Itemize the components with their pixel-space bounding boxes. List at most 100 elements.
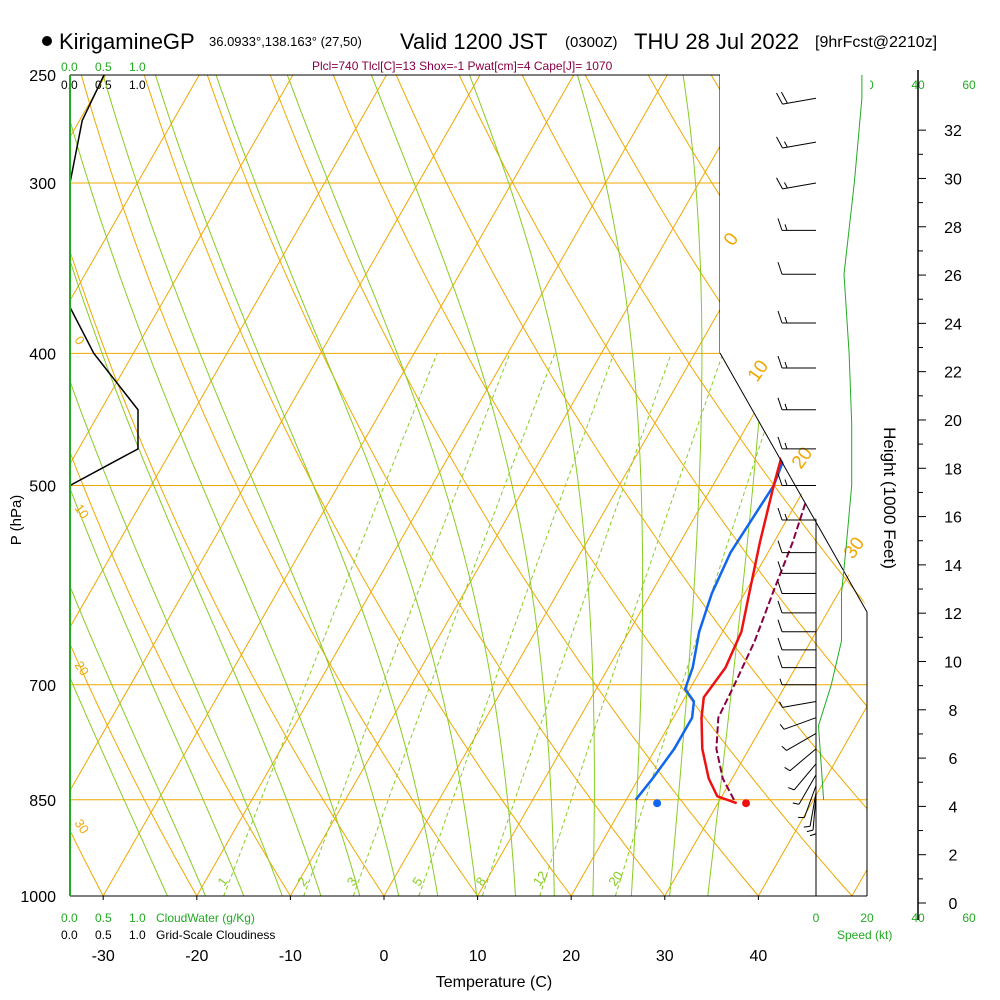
wind-barb xyxy=(777,655,816,669)
wind-barb xyxy=(777,581,816,594)
mixing-ratio-label: 8 xyxy=(473,874,489,889)
wind-barb xyxy=(792,774,817,805)
height-axis-label: Height (1000 Feet) xyxy=(880,427,899,569)
temperature-tick-label: 30 xyxy=(656,948,674,965)
moist-adiabat-line xyxy=(70,118,361,896)
wind-barb xyxy=(806,796,817,833)
cloud-water-profile xyxy=(70,75,139,896)
height-tick-label: 8 xyxy=(949,703,958,720)
height-tick-label: 0 xyxy=(949,896,958,913)
dry-adiabat-line xyxy=(70,642,198,896)
wind-barb xyxy=(779,700,817,708)
moist-adiabat-line xyxy=(70,259,322,896)
isotherm-line xyxy=(70,75,481,792)
wind-barb xyxy=(779,678,816,686)
temperature-tick-label: 0 xyxy=(380,948,389,965)
pressure-tick-label: 250 xyxy=(29,68,56,85)
height-tick-label: 4 xyxy=(949,799,958,816)
pressure-tick-label: 400 xyxy=(29,346,56,363)
moist-adiabat-line xyxy=(70,676,169,896)
pressure-tick-label: 850 xyxy=(29,793,56,810)
height-tick-label: 26 xyxy=(944,268,962,285)
wind-barb xyxy=(776,177,817,190)
height-tick-label: 24 xyxy=(944,316,962,333)
height-tick-label: 10 xyxy=(944,654,962,671)
cloudwater-scale-bottom-2: 1.0 xyxy=(129,911,146,925)
isotherm-line xyxy=(70,75,294,465)
mixing-ratio-line xyxy=(352,353,556,896)
wind-barb xyxy=(777,218,816,231)
moist-adiabat-line xyxy=(154,75,439,896)
cloudwater-scale-top-0: 0.0 xyxy=(61,60,78,74)
wind-barb xyxy=(803,792,817,828)
height-tick-label: 32 xyxy=(944,123,962,140)
wind-barb xyxy=(781,733,817,751)
pressure-tick-label: 1000 xyxy=(20,889,56,906)
cloudwater-scale-bottom-0: 0.0 xyxy=(61,911,78,925)
moist-adiabat-line xyxy=(669,75,703,896)
cloudiness-scale-bottom-2: 1.0 xyxy=(129,928,146,942)
temperature-tick-label: -10 xyxy=(279,948,302,965)
wind-barb xyxy=(809,799,817,837)
diagram-boundary xyxy=(719,352,868,613)
moist-adiabat-line xyxy=(70,585,207,896)
wind-barb xyxy=(776,136,817,149)
speed-tick-bottom-60: 60 xyxy=(962,911,976,925)
moist-adiabat-line xyxy=(286,75,517,896)
mixing-ratio-line xyxy=(223,353,438,896)
isotherm-line xyxy=(664,542,867,896)
moist-adiabat-line xyxy=(468,75,595,896)
speed-tick-bottom-0: 0 xyxy=(813,911,820,925)
height-tick-label: 14 xyxy=(944,558,962,575)
height-tick-label: 18 xyxy=(944,461,962,478)
mixing-ratio-line xyxy=(481,353,672,896)
surface-dewpoint-point xyxy=(653,799,662,808)
dry-adiabat-line xyxy=(70,450,291,896)
wind-barb xyxy=(777,262,816,275)
moist-adiabat-line xyxy=(215,75,478,896)
dry-adiabat-line xyxy=(70,249,385,896)
temperature-tick-label: 20 xyxy=(562,948,580,965)
isotherm-line xyxy=(102,75,575,896)
isotherm-line xyxy=(476,215,867,896)
temperature-tick-label: 40 xyxy=(750,948,768,965)
height-tick-label: 16 xyxy=(944,510,962,527)
dry-adiabat-edge-label: 0 xyxy=(72,333,88,348)
height-tick-label: 30 xyxy=(944,171,962,188)
dry-adiabat-edge-label: 30 xyxy=(72,816,93,836)
wind-barb xyxy=(777,473,816,486)
dry-adiabat-line xyxy=(70,829,104,896)
forecast-label: [9hrFcst@2210z] xyxy=(815,34,937,51)
moist-adiabat-line xyxy=(102,75,400,896)
dry-adiabat-line xyxy=(80,75,479,896)
wind-barb xyxy=(784,748,817,772)
station-coords: 36.0933°,138.163° (27,50) xyxy=(209,34,362,49)
valid-date: THU 28 Jul 2022 xyxy=(634,29,799,54)
dry-adiabat-line xyxy=(206,75,666,896)
dry-adiabat-line xyxy=(332,75,853,896)
pressure-tick-label: 500 xyxy=(29,479,56,496)
mixing-ratio-label: 1 xyxy=(214,874,230,889)
dry-adiabat-line xyxy=(395,75,867,810)
wind-barb xyxy=(776,91,817,105)
cloudiness-scale-bottom-0: 0.0 xyxy=(61,928,78,942)
pressure-tick-label: 300 xyxy=(29,176,56,193)
cloudwater-scale-top-2: 1.0 xyxy=(129,60,146,74)
cloudiness-label: Grid-Scale Cloudiness xyxy=(156,928,275,942)
wind-barb xyxy=(798,785,817,819)
isotherm-line xyxy=(757,705,867,896)
cloudwater-scale-top-1: 0.5 xyxy=(95,60,112,74)
height-tick-label: 22 xyxy=(944,365,962,382)
wind-barb xyxy=(777,436,816,450)
dry-adiabat-line xyxy=(521,75,867,607)
mixing-ratio-label: 20 xyxy=(605,868,626,888)
dry-adiabat-line xyxy=(143,75,572,896)
utc-time: (0300Z) xyxy=(565,34,618,51)
mixing-ratio-line xyxy=(539,353,724,896)
isotherm-line xyxy=(196,75,668,896)
height-tick-label: 12 xyxy=(944,606,962,623)
cloudiness-scale-bottom-1: 0.5 xyxy=(95,928,112,942)
parcel-trace xyxy=(715,269,867,801)
moist-adiabat-line xyxy=(70,487,245,896)
